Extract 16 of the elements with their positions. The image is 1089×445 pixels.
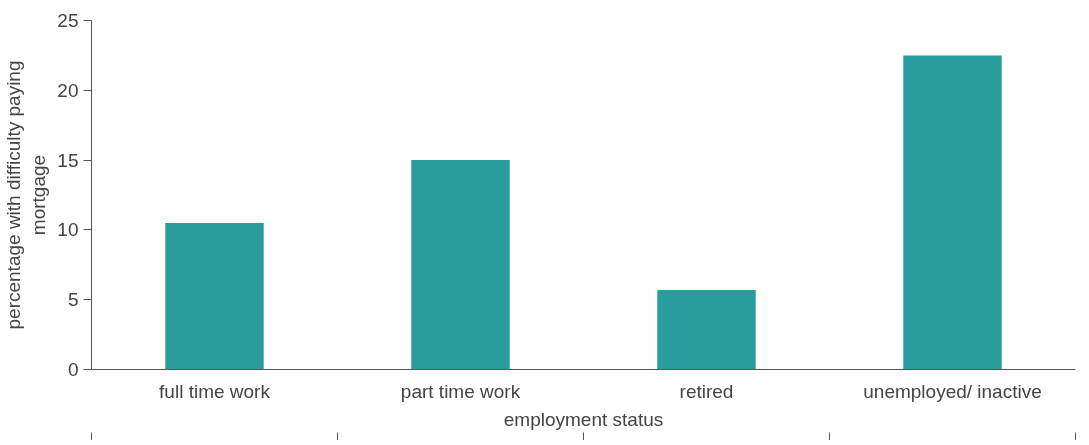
bar (165, 222, 264, 370)
x-tick-label: unemployed/ inactive (863, 380, 1042, 402)
y-tick-label: 15 (57, 149, 79, 171)
y-axis-title: percentage with difficulty paying mortgage (3, 60, 50, 330)
y-tick-label: 5 (67, 289, 79, 311)
x-tick-label: retired (679, 380, 734, 402)
y-tick-label: 10 (57, 219, 79, 241)
x-tick-label: full time work (159, 380, 271, 402)
x-axis-title: employment status (503, 408, 664, 430)
bar (657, 289, 756, 370)
y-tick-label: 25 (57, 10, 79, 31)
bar (903, 55, 1002, 370)
y-tick-label: 0 (67, 359, 79, 380)
bar (411, 160, 510, 370)
x-tick-label: part time work (400, 380, 521, 402)
y-tick-label: 20 (57, 79, 79, 101)
